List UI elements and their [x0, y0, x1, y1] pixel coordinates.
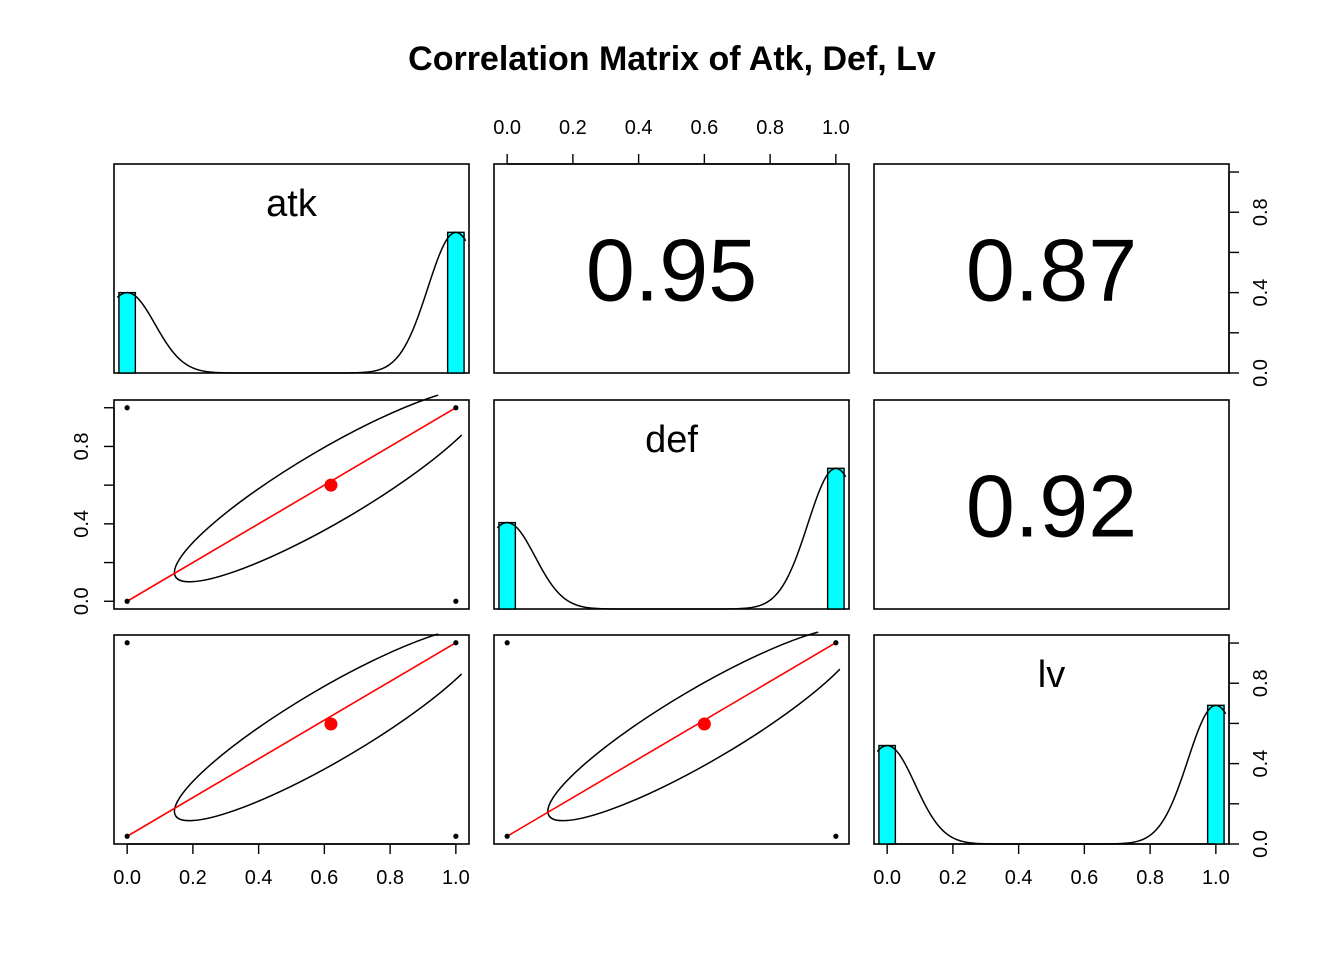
y-tick-label: 0.4 [71, 510, 93, 538]
y-tick-label: 0.0 [71, 587, 93, 615]
data-point-0 [504, 833, 510, 839]
correlation-value-1-2: 0.92 [966, 457, 1137, 556]
histogram-bar-atk-0 [118, 291, 137, 374]
data-point-3 [453, 640, 459, 646]
x-tick-label: 0.8 [756, 117, 784, 139]
density-curve-lv [876, 704, 1227, 845]
data-point-1 [124, 405, 130, 411]
x-tick-label: 0.2 [939, 867, 967, 889]
scatter-panel-def-lv [504, 626, 862, 839]
data-point-3 [833, 640, 839, 646]
x-tick-label: 0.8 [376, 867, 404, 889]
correlation-value-0-2: 0.87 [966, 221, 1137, 320]
variable-label-atk: atk [266, 183, 318, 225]
data-point-0 [124, 833, 130, 839]
data-point-2 [453, 833, 459, 839]
x-tick-label: 0.4 [625, 117, 653, 139]
y-tick-label: 0.8 [1250, 198, 1272, 226]
histogram-bar-lv-1 [1206, 704, 1225, 845]
x-tick-label: 1.0 [822, 117, 850, 139]
mean-point-def-lv [697, 717, 711, 731]
x-tick-label: 0.6 [690, 117, 718, 139]
data-point-2 [833, 833, 839, 839]
y-tick-label: 0.0 [1250, 830, 1272, 858]
fit-line-atk-lv [126, 642, 457, 837]
y-axis-left-1: 0.0 0.4 0.8 [71, 407, 115, 615]
y-tick-label: 0.0 [1250, 359, 1272, 387]
y-tick-label: 0.8 [1250, 669, 1272, 697]
chart-title: Correlation Matrix of Atk, Def, Lv [408, 40, 936, 78]
x-tick-label: 1.0 [1202, 867, 1230, 889]
y-axis-right-0: 0.0 0.4 0.8 [1228, 171, 1272, 387]
x-tick-label: 0.6 [310, 867, 338, 889]
density-curve-atk [116, 231, 467, 374]
x-tick-label: 0.0 [113, 867, 141, 889]
x-axis-bottom-0: 0.0 0.2 0.4 0.6 0.8 1.0 [113, 843, 470, 889]
data-point-0 [124, 598, 130, 604]
data-point-3 [453, 405, 459, 411]
mean-point-atk-def [324, 478, 338, 492]
panel-frame-2-1 [493, 634, 850, 845]
x-tick-label: 0.4 [245, 867, 273, 889]
histogram-bar-atk-1 [446, 231, 465, 374]
fit-line-def-lv [506, 642, 837, 837]
data-point-2 [453, 598, 459, 604]
x-tick-label: 0.8 [1136, 867, 1164, 889]
panel-frame-1-2 [873, 399, 1230, 610]
variable-label-def: def [645, 419, 698, 461]
x-tick-label: 0.6 [1070, 867, 1098, 889]
density-curve-def [496, 467, 847, 610]
x-tick-label: 0.4 [1005, 867, 1033, 889]
histogram-bar-lv-0 [878, 744, 897, 845]
correlation-value-0-1: 0.95 [586, 221, 757, 320]
fit-line-atk-def [126, 407, 457, 602]
x-tick-label: 0.2 [179, 867, 207, 889]
scatter-panel-atk-lv [124, 626, 489, 839]
y-tick-label: 0.8 [71, 433, 93, 461]
y-axis-right-2: 0.0 0.4 0.8 [1228, 642, 1272, 858]
variable-label-lv: lv [1038, 654, 1065, 696]
histogram-bar-def-1 [826, 467, 845, 610]
x-tick-label: 0.2 [559, 117, 587, 139]
x-tick-label: 1.0 [442, 867, 470, 889]
x-axis-top-1: 0.0 0.2 0.4 0.6 0.8 1.0 [493, 117, 850, 165]
y-tick-label: 0.4 [1250, 279, 1272, 307]
mean-point-atk-lv [324, 717, 338, 731]
histogram-def [498, 467, 845, 610]
data-point-1 [504, 640, 510, 646]
data-point-1 [124, 640, 130, 646]
x-tick-label: 0.0 [493, 117, 521, 139]
x-tick-label: 0.0 [873, 867, 901, 889]
histogram-lv [878, 704, 1225, 845]
x-axis-bottom-2: 0.0 0.2 0.4 0.6 0.8 1.0 [873, 843, 1230, 889]
histogram-atk [118, 231, 465, 374]
histogram-bar-def-0 [498, 521, 517, 610]
y-tick-label: 0.4 [1250, 750, 1272, 778]
